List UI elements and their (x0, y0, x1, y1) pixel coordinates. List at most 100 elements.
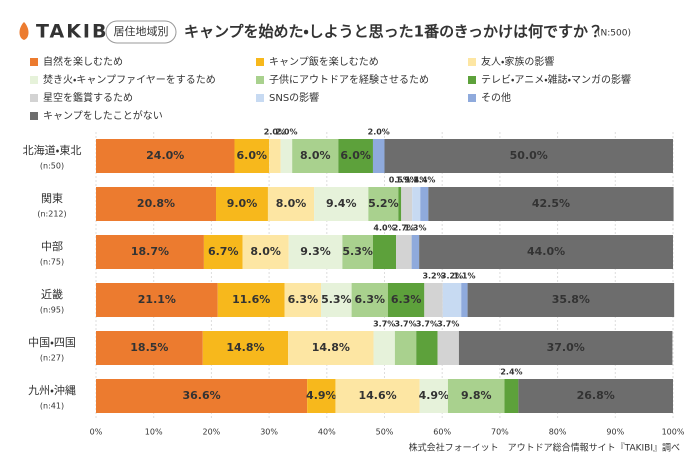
x-tick-label: 80% (549, 428, 567, 437)
value-label: 50.0% (510, 149, 548, 162)
bar-segment (396, 235, 412, 269)
x-tick-label: 90% (606, 428, 624, 437)
legend-swatch (30, 94, 38, 102)
bar-segment (368, 187, 399, 221)
value-label: 8.0% (276, 197, 307, 210)
x-tick-label: 20% (203, 428, 221, 437)
bar-segment (96, 283, 218, 317)
legend-label: キャンプをしたことがない (43, 109, 163, 122)
value-label: 21.1% (138, 293, 176, 306)
value-label: 3.7% (437, 320, 459, 329)
value-label: 5.2% (368, 197, 399, 210)
value-label: 1.1% (453, 272, 475, 281)
value-label: 8.0% (250, 245, 281, 258)
category-label: 関東 (41, 192, 63, 205)
bar-segment (96, 331, 203, 365)
x-tick-label: 0% (90, 428, 103, 437)
category-note: (n:50) (40, 162, 64, 171)
value-label: 37.0% (547, 341, 585, 354)
value-label: 14.6% (358, 389, 396, 402)
legend-label: キャンプ飯を楽しむため (269, 55, 379, 68)
value-label: 18.7% (131, 245, 169, 258)
source-note: 株式会社フォーイット アウトドア総合情報サイト『TAKIBI』調べ (409, 442, 680, 454)
bar-segment (420, 187, 429, 221)
x-tick-label: 100% (662, 428, 685, 437)
bar-segment (372, 139, 385, 173)
bar-segment (280, 139, 293, 173)
value-label: 14.8% (312, 341, 350, 354)
category-label: 中部 (41, 240, 63, 253)
x-tick-label: 60% (433, 428, 451, 437)
legend-swatch (30, 58, 38, 66)
legend-label: 星空を鑑賞するため (43, 91, 133, 104)
value-label: 1.9% (396, 176, 418, 185)
bar-segment (321, 283, 352, 317)
bar-segment (96, 187, 217, 221)
value-label: 5.3% (321, 293, 352, 306)
bar-segment (351, 283, 388, 317)
bar-segment (412, 187, 421, 221)
bar-segment (437, 331, 459, 365)
value-label: 6.7% (208, 245, 239, 258)
category-label: 北海道・東北 (23, 143, 82, 157)
bar-segment (398, 187, 402, 221)
bar-segment (284, 283, 322, 317)
value-label: 9.3% (300, 245, 331, 258)
bar-segment (387, 283, 425, 317)
bar-segment (461, 283, 468, 317)
value-label: 11.6% (232, 293, 270, 306)
bar-segment (419, 235, 673, 269)
legend-label: 子供にアウトドアを経験させるため (269, 73, 429, 86)
x-tick-label: 50% (376, 428, 394, 437)
value-label: 1.4% (405, 176, 427, 185)
logo-flame (19, 22, 29, 40)
value-label: 9.8% (461, 389, 492, 402)
x-tick-label: 40% (318, 428, 336, 437)
x-tick-label: 70% (491, 428, 509, 437)
legend-swatch (256, 94, 264, 102)
legend-swatch (30, 112, 38, 120)
chart-title: キャンプを始めた・しようと思った1番のきっかけは何ですか？ (184, 23, 603, 41)
bar-segment (373, 331, 395, 365)
category-note: (n:95) (40, 306, 64, 315)
value-label: 3.2% (441, 272, 463, 281)
legend-label: 自然を楽しむため (43, 55, 123, 68)
value-label: 44.0% (527, 245, 565, 258)
value-label: 5.3% (342, 245, 373, 258)
logo-text: TAKIBI (36, 21, 118, 43)
x-tick-label: 10% (145, 428, 163, 437)
value-label: 6.3% (355, 293, 386, 306)
value-label: 20.8% (137, 197, 175, 210)
value-label: 14.8% (226, 341, 264, 354)
bar-segment (335, 379, 420, 413)
bar-segment (424, 283, 443, 317)
bar-segment (307, 379, 336, 413)
bar-segment (384, 139, 673, 173)
legend-swatch (468, 76, 476, 84)
bar-segment (96, 235, 204, 269)
legend-swatch (468, 94, 476, 102)
legend-label: 焚き火・キャンプファイヤーをするため (43, 74, 216, 86)
bar-segment (394, 331, 417, 365)
value-label: 42.5% (532, 197, 570, 210)
bar-segment (216, 187, 268, 221)
value-label: 3.7% (373, 320, 395, 329)
bar-segment (442, 283, 462, 317)
value-label: 2.4% (500, 368, 522, 377)
bar-segment (411, 235, 420, 269)
bar-segment (419, 379, 448, 413)
value-label: 9.0% (227, 197, 258, 210)
value-label: 2.0% (275, 128, 297, 137)
bar-segment (458, 331, 673, 365)
badge-text: 居住地域別 (114, 24, 169, 38)
value-label: 1.3% (404, 224, 426, 233)
category-note: (n:75) (40, 258, 64, 267)
category-label: 中国・四国 (28, 336, 76, 349)
bar-segment (314, 187, 369, 221)
bar-segment (342, 235, 373, 269)
bar-segment (234, 139, 270, 173)
bar-segment (372, 235, 397, 269)
legend-label: テレビ・アニメ・雑誌・マンガの影響 (481, 73, 631, 86)
value-label: 36.6% (183, 389, 221, 402)
